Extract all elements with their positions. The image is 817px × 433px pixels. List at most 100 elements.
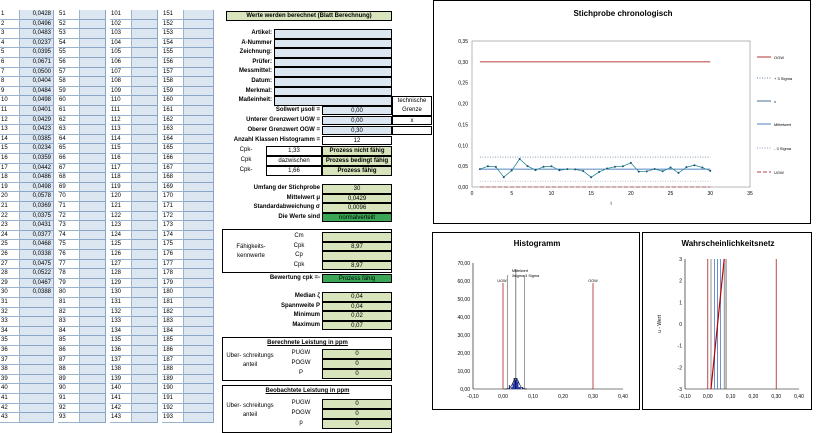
data-cell[interactable] (132, 10, 158, 20)
data-cell[interactable] (132, 336, 158, 346)
data-cell[interactable] (20, 298, 54, 308)
data-cell[interactable] (132, 326, 158, 337)
info-input[interactable] (274, 48, 392, 58)
data-cell[interactable] (80, 336, 106, 346)
data-cell[interactable] (132, 221, 158, 231)
ugw-mark[interactable]: x (392, 116, 432, 125)
data-cell[interactable] (132, 288, 158, 298)
data-cell[interactable] (132, 413, 158, 423)
data-cell[interactable] (80, 384, 106, 394)
data-cell[interactable] (184, 355, 214, 366)
data-cell[interactable] (184, 48, 214, 58)
data-cell[interactable] (132, 403, 158, 414)
data-cell[interactable]: 0,0522 (20, 269, 54, 279)
data-cell[interactable] (132, 77, 158, 87)
data-cell[interactable] (184, 221, 214, 231)
data-cell[interactable] (132, 96, 158, 106)
data-cell[interactable] (80, 182, 106, 193)
data-cell[interactable] (80, 77, 106, 87)
data-cell[interactable] (80, 38, 106, 49)
data-cell[interactable] (132, 106, 158, 116)
data-cell[interactable] (132, 38, 158, 49)
data-cell[interactable] (184, 307, 214, 318)
data-cell[interactable] (132, 307, 158, 318)
data-cell[interactable] (184, 173, 214, 183)
data-cell[interactable] (132, 173, 158, 183)
data-cell[interactable] (184, 365, 214, 375)
data-cell[interactable] (132, 29, 158, 39)
data-cell[interactable] (184, 250, 214, 260)
data-cell[interactable] (80, 144, 106, 154)
data-cell[interactable] (184, 259, 214, 270)
data-cell[interactable] (80, 125, 106, 135)
data-cell[interactable] (132, 163, 158, 174)
data-cell[interactable] (132, 19, 158, 30)
data-cell[interactable] (20, 317, 54, 327)
data-cell[interactable] (132, 48, 158, 58)
data-cell[interactable] (80, 67, 106, 78)
data-cell[interactable]: 0,0431 (20, 221, 54, 231)
data-cell[interactable] (184, 336, 214, 346)
data-cell[interactable] (80, 221, 106, 231)
data-cell[interactable]: 0,0496 (20, 19, 54, 30)
data-cell[interactable] (184, 115, 214, 126)
data-cell[interactable] (80, 173, 106, 183)
data-cell[interactable] (80, 29, 106, 39)
data-cell[interactable] (20, 374, 54, 385)
data-cell[interactable] (80, 413, 106, 423)
data-cell[interactable] (20, 355, 54, 366)
data-cell[interactable] (20, 413, 54, 423)
data-cell[interactable]: 0,0578 (20, 192, 54, 202)
data-cell[interactable]: 0,0423 (20, 125, 54, 135)
data-cell[interactable] (184, 298, 214, 308)
data-cell[interactable] (132, 67, 158, 78)
data-cell[interactable] (132, 125, 158, 135)
data-cell[interactable]: 0,0500 (20, 67, 54, 78)
data-cell[interactable] (184, 163, 214, 174)
data-cell[interactable] (184, 288, 214, 298)
data-cell[interactable] (184, 134, 214, 145)
data-cell[interactable] (80, 192, 106, 202)
sollwert-value[interactable]: 0,00 (322, 106, 392, 115)
data-cell[interactable]: 0,0442 (20, 163, 54, 174)
data-cell[interactable] (20, 326, 54, 337)
data-cell[interactable] (184, 154, 214, 164)
data-cell[interactable] (80, 230, 106, 241)
data-cell[interactable] (184, 125, 214, 135)
data-cell[interactable]: 0,0385 (20, 134, 54, 145)
data-cell[interactable]: 0,0475 (20, 259, 54, 270)
data-cell[interactable]: 0,0671 (20, 58, 54, 68)
info-input[interactable] (274, 96, 392, 106)
data-cell[interactable]: 0,0234 (20, 144, 54, 154)
data-cell[interactable] (132, 278, 158, 289)
data-cell[interactable] (184, 96, 214, 106)
data-cell[interactable] (184, 413, 214, 423)
data-cell[interactable] (80, 365, 106, 375)
data-cell[interactable] (80, 96, 106, 106)
data-cell[interactable] (80, 374, 106, 385)
data-cell[interactable] (80, 58, 106, 68)
data-cell[interactable] (184, 58, 214, 68)
data-cell[interactable] (132, 202, 158, 212)
data-cell[interactable]: 0,0498 (20, 96, 54, 106)
data-cell[interactable] (20, 403, 54, 414)
data-cell[interactable]: 0,0375 (20, 211, 54, 222)
data-cell[interactable] (80, 307, 106, 318)
data-cell[interactable] (132, 144, 158, 154)
histogram-chart[interactable]: Histogramm 0,00 10,00 20,00 30,00 40,00 50,00… (432, 232, 640, 410)
data-cell[interactable] (80, 403, 106, 414)
data-cell[interactable] (132, 58, 158, 68)
data-cell[interactable]: 0,0468 (20, 240, 54, 250)
data-cell[interactable] (184, 326, 214, 337)
data-cell[interactable] (132, 211, 158, 222)
data-cell[interactable] (80, 211, 106, 222)
data-cell[interactable] (132, 374, 158, 385)
data-cell[interactable] (80, 10, 106, 20)
data-cell[interactable] (80, 240, 106, 250)
data-cell[interactable] (132, 240, 158, 250)
data-cell[interactable] (80, 19, 106, 30)
data-cell[interactable] (184, 192, 214, 202)
data-cell[interactable]: 0,0338 (20, 250, 54, 260)
data-cell[interactable] (80, 48, 106, 58)
data-cell[interactable] (80, 115, 106, 126)
